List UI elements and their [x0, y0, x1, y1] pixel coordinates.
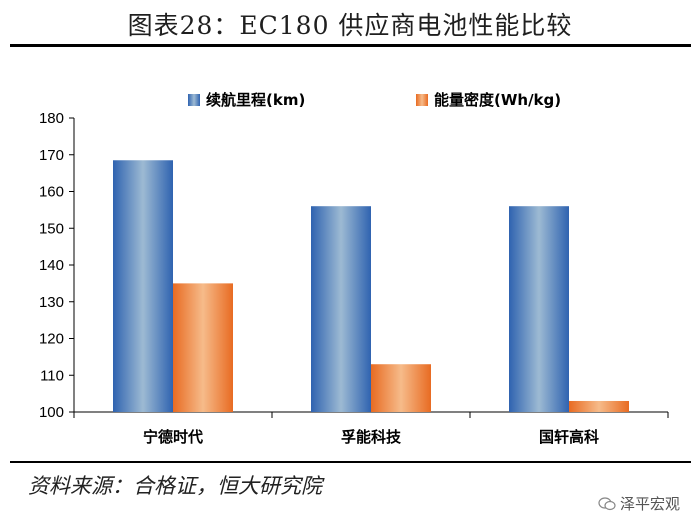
top-rule	[10, 44, 691, 47]
legend-label-1: 能量密度(Wh/kg)	[434, 91, 561, 109]
category-labels: 宁德时代 孚能科技 国轩高科	[73, 412, 669, 446]
bar-chart: 100 110 120 130 140 150 160 170 180 宁德时代 孚能科技 国轩高科…	[39, 91, 669, 446]
legend-swatch-0	[188, 94, 200, 106]
bar-range-2	[509, 206, 569, 412]
y-tick-label: 110	[40, 367, 64, 384]
bottom-rule	[10, 461, 691, 463]
y-tick-label: 120	[39, 331, 64, 348]
bar-energy-density-0	[173, 283, 233, 412]
wechat-icon	[598, 496, 616, 510]
category-label: 孚能科技	[341, 428, 402, 446]
watermark: 泽平宏观	[598, 493, 680, 514]
bar-energy-density-1	[371, 364, 431, 412]
watermark-text: 泽平宏观	[619, 495, 680, 513]
y-tick-label: 160	[39, 184, 64, 201]
y-tick-label: 170	[39, 147, 64, 164]
bar-energy-density-2	[569, 400, 629, 412]
y-tick-label: 130	[39, 294, 64, 311]
bar-range-1	[311, 206, 371, 412]
y-tick-label: 100	[39, 404, 64, 421]
source-note: 资料来源：合格证，恒大研究院	[28, 474, 322, 498]
category-label: 国轩高科	[539, 428, 599, 446]
y-tick-label: 140	[39, 257, 64, 274]
chart-title: 图表28：EC180 供应商电池性能比较	[127, 11, 573, 40]
legend: 续航里程(km) 能量密度(Wh/kg)	[188, 91, 561, 109]
bars	[113, 160, 629, 412]
bar-range-0	[113, 160, 173, 412]
y-tick-label: 180	[39, 110, 64, 127]
legend-label-0: 续航里程(km)	[206, 91, 305, 109]
y-tick-label: 150	[39, 220, 64, 237]
y-axis-ticks: 100 110 120 130 140 150 160 170 180	[39, 110, 74, 421]
category-label: 宁德时代	[143, 428, 203, 446]
legend-swatch-1	[416, 94, 428, 106]
